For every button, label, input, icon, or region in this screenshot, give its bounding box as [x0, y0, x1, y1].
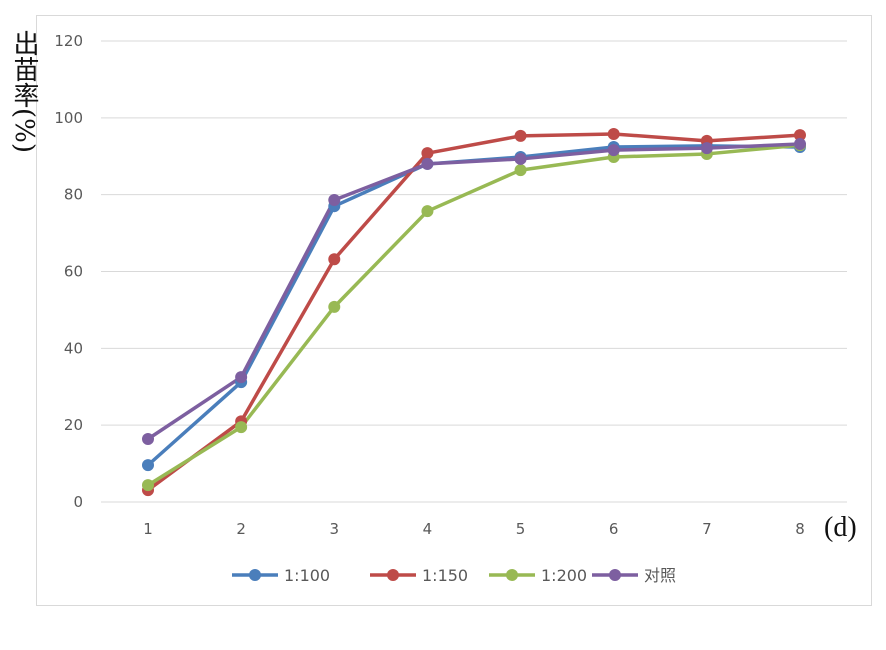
x-tick-label: 5 — [516, 520, 526, 538]
data-point — [235, 371, 248, 384]
data-point — [421, 157, 434, 170]
legend-marker — [387, 569, 399, 581]
y-tick-label: 0 — [73, 493, 83, 511]
data-point — [235, 421, 248, 434]
legend-marker — [506, 569, 518, 581]
x-axis-label: (d) — [824, 512, 857, 543]
x-tick-label: 1 — [143, 520, 153, 538]
legend-label: 1:150 — [422, 566, 468, 585]
y-tick-label: 100 — [54, 109, 83, 127]
data-point — [607, 127, 620, 140]
legend-label: 对照 — [644, 566, 676, 585]
data-point — [142, 479, 154, 492]
data-point — [142, 432, 154, 445]
x-tick-label: 4 — [423, 520, 433, 538]
y-tick-label: 120 — [54, 32, 83, 50]
data-point — [514, 152, 527, 165]
data-point — [607, 144, 620, 157]
chart-frame — [36, 15, 872, 606]
data-point — [421, 147, 434, 160]
data-point — [514, 164, 527, 177]
y-tick-label: 60 — [64, 263, 83, 281]
data-point — [328, 253, 341, 266]
x-tick-label: 6 — [609, 520, 619, 538]
series-line-对照 — [147, 142, 801, 441]
data-point — [793, 129, 806, 142]
legend-marker — [609, 569, 621, 581]
legend-marker — [249, 569, 261, 581]
data-point — [700, 142, 713, 155]
data-point — [328, 300, 341, 313]
series-line-1:150 — [146, 132, 801, 492]
x-tick-label: 7 — [702, 520, 712, 538]
y-tick-label: 20 — [64, 416, 83, 434]
data-point — [793, 137, 806, 150]
x-tick-label: 3 — [330, 520, 340, 538]
data-point — [421, 205, 434, 218]
data-point — [142, 459, 154, 472]
data-point — [328, 194, 341, 207]
series-line-1:100 — [146, 144, 801, 467]
legend-label: 1:200 — [541, 566, 587, 585]
y-tick-label: 40 — [64, 339, 83, 357]
x-tick-label: 8 — [795, 520, 805, 538]
legend-label: 1:100 — [284, 566, 330, 585]
y-axis-label: 出苗率(%) — [9, 30, 39, 153]
data-point — [514, 129, 527, 142]
series-line-1:200 — [147, 143, 801, 487]
x-tick-label: 2 — [236, 520, 246, 538]
y-tick-label: 80 — [64, 186, 83, 204]
